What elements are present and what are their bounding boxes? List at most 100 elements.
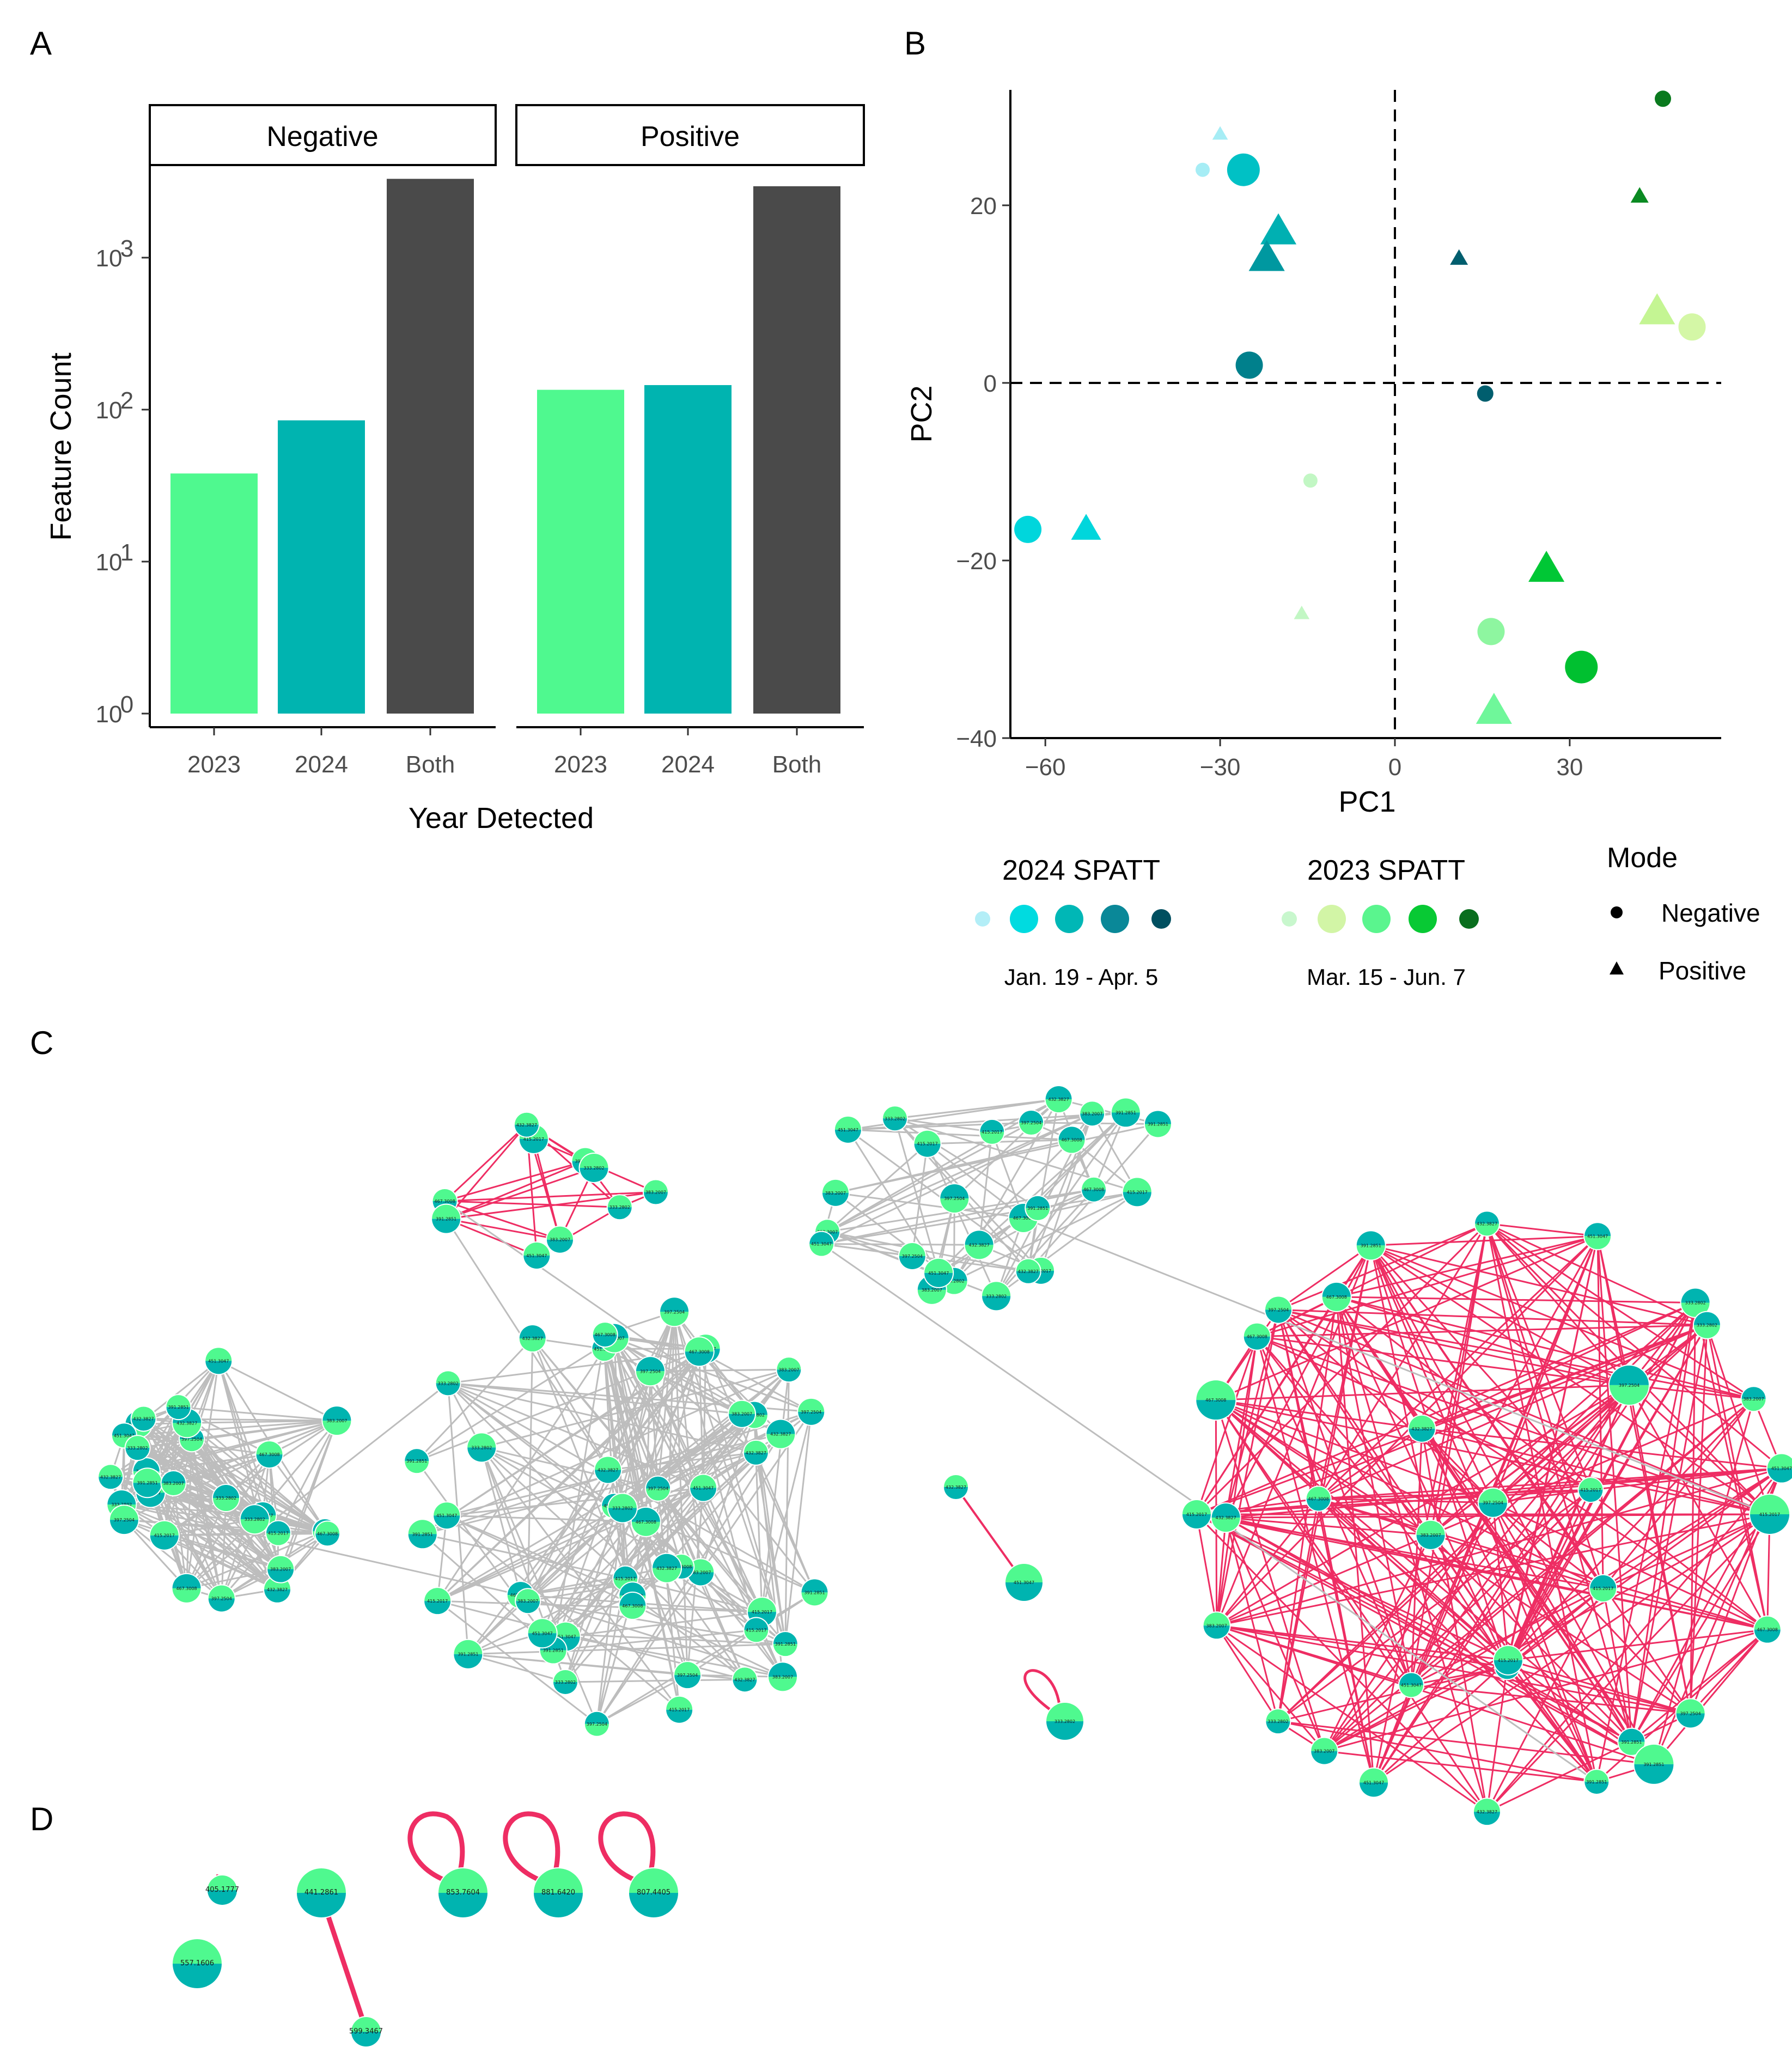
network-edge (1216, 1624, 1654, 1765)
x-tick-label: 2023 (554, 751, 607, 778)
svg-text:853.7604: 853.7604 (446, 1889, 480, 1897)
network-edge (1216, 1624, 1691, 1714)
network-edge (1277, 1296, 1338, 1722)
svg-text:333.2802: 333.2802 (471, 1445, 492, 1450)
svg-text:451.3047: 451.3047 (1014, 1580, 1034, 1585)
network-edge (596, 1592, 815, 1725)
legend-swatch-2024 (1101, 905, 1129, 933)
network-node: 432.3827 (765, 1418, 796, 1449)
network-node: 415.2017 (1492, 1644, 1523, 1676)
svg-text:397.2504: 397.2504 (902, 1254, 923, 1259)
network-node: 415.2017 (913, 1129, 942, 1158)
network-edge (1278, 1720, 1597, 1783)
network-node: 383.2007 (767, 1661, 798, 1692)
network-edge (1225, 1336, 1258, 1518)
svg-text:333.2802: 333.2802 (438, 1381, 459, 1386)
network-node: 333.2802 (607, 1493, 638, 1524)
point-negative (1655, 90, 1672, 107)
network-edge (1410, 1385, 1630, 1686)
svg-text:432.3827: 432.3827 (1018, 1269, 1039, 1274)
network-edge (173, 1482, 282, 1570)
network-node: 383.2007 (814, 1219, 841, 1245)
legend-swatch-2024 (1151, 909, 1171, 929)
network-node: 415.2017 (1577, 1477, 1604, 1503)
network-edge (1324, 1659, 1509, 1752)
network-edge (552, 1334, 606, 1650)
network-edge (1507, 1587, 1604, 1661)
network-node: 415.2017 (265, 1520, 291, 1546)
network-node: 391.2851 (772, 1631, 799, 1658)
network-node: 391.2851 (1025, 1195, 1051, 1221)
network-node: 397.2504 (1264, 1295, 1293, 1324)
network-edge (1324, 1629, 1768, 1752)
network-edge (1422, 1428, 1770, 1515)
network-edge (827, 1231, 1029, 1272)
svg-text:467.3008: 467.3008 (689, 1349, 710, 1354)
y-axis-title-b: PC2 (905, 385, 938, 442)
network-node: 432.3827 (732, 1666, 758, 1693)
svg-text:383.2007: 383.2007 (825, 1191, 846, 1196)
network-edge (416, 1337, 615, 1462)
network-edge (698, 1351, 787, 1644)
y-tick-label: −40 (956, 726, 997, 752)
network-edge (698, 1351, 704, 1488)
svg-text:432.3827: 432.3827 (1477, 1221, 1497, 1226)
panel-label-d: D (30, 1801, 53, 1837)
network-edge (827, 1143, 928, 1233)
point-negative (1678, 313, 1706, 341)
network-edge (1596, 1236, 1604, 1588)
point-negative (1477, 385, 1494, 402)
svg-text:467.3008: 467.3008 (1083, 1187, 1104, 1192)
network-node: 451.3047 (527, 1618, 558, 1649)
network-edge (1336, 1296, 1488, 1812)
network-node: 383.2007 (160, 1470, 187, 1497)
svg-text:333.2802: 333.2802 (1055, 1719, 1075, 1724)
svg-text:391.2851: 391.2851 (1621, 1740, 1642, 1745)
network-edge (1486, 1513, 1771, 1813)
network-node: 415.2017 (743, 1617, 770, 1643)
network-edge (1653, 1629, 1768, 1765)
x-axis-title-a: Year Detected (409, 802, 594, 835)
network-edge (467, 1653, 566, 1683)
svg-text:467.3008: 467.3008 (259, 1452, 279, 1457)
network-edge (1216, 1625, 1279, 1722)
legend-title-2024: 2024 SPATT (1002, 855, 1160, 886)
network-node: 415.2017 (1749, 1494, 1791, 1535)
network-node: 853.7604 (437, 1867, 489, 1918)
svg-text:451.3047: 451.3047 (811, 1242, 832, 1247)
network-node: 451.3047 (1004, 1563, 1044, 1602)
svg-text:391.2851: 391.2851 (543, 1648, 564, 1653)
network-edge (927, 1143, 997, 1296)
svg-text:391.2851: 391.2851 (804, 1590, 825, 1595)
network-node: 383.2007 (1202, 1611, 1231, 1640)
svg-text:451.3047: 451.3047 (1401, 1683, 1422, 1688)
network-edge (1410, 1223, 1488, 1685)
network-edge (1215, 1399, 1494, 1504)
network-edge (446, 1218, 537, 1257)
network-edge (446, 1515, 680, 1710)
svg-text:397.2504: 397.2504 (1483, 1501, 1503, 1506)
svg-text:383.2007: 383.2007 (550, 1238, 570, 1242)
y-tick-exponent: 3 (120, 235, 133, 262)
svg-text:397.2504: 397.2504 (1680, 1711, 1701, 1716)
svg-text:391.2851: 391.2851 (458, 1652, 478, 1657)
network-node: 415.2017 (149, 1520, 180, 1551)
point-positive (1476, 692, 1512, 724)
network-edge (604, 1334, 647, 1522)
network-edge (1492, 1489, 1591, 1504)
network-node: 383.2007 (1415, 1519, 1446, 1550)
bar-negative-both (387, 179, 474, 714)
svg-text:397.2504: 397.2504 (114, 1518, 135, 1522)
svg-text:397.2504: 397.2504 (1268, 1307, 1289, 1312)
network-edge (953, 1191, 1138, 1282)
network-node: 432.3827 (742, 1439, 769, 1466)
network-edge (448, 1382, 704, 1489)
network-edge (1226, 1324, 1708, 1519)
network-edge (1215, 1399, 1431, 1536)
network-self-loop (598, 1811, 656, 1885)
network-edge (1216, 1467, 1782, 1627)
network-edge (277, 1420, 338, 1534)
svg-text:415.2017: 415.2017 (154, 1533, 175, 1538)
svg-text:383.2007: 383.2007 (922, 1288, 942, 1293)
y-tick-label: −20 (956, 548, 997, 575)
